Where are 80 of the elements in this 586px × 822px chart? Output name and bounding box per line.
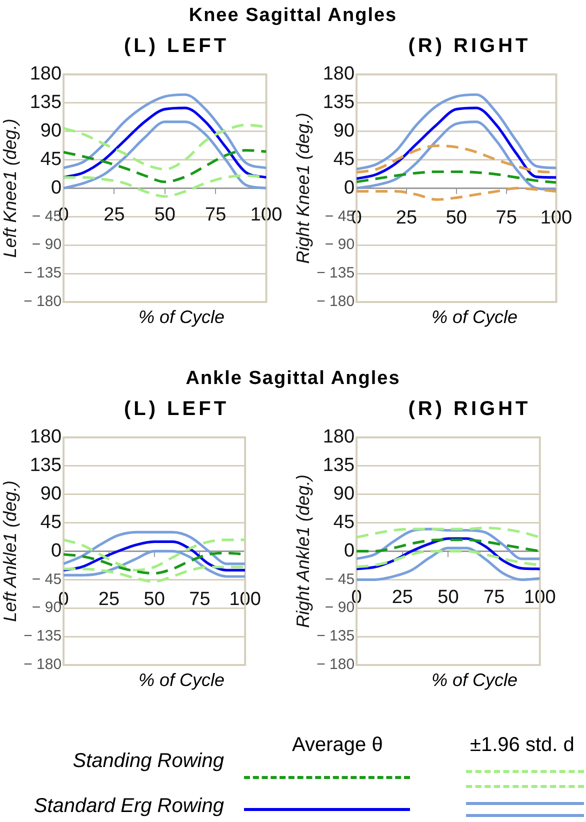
text: Average θ [292, 734, 383, 757]
x-tick-label: 75 [205, 204, 226, 226]
y-tick-label: − 135 [24, 628, 62, 645]
y-axis-title: Left Knee1 (deg.) [0, 118, 20, 258]
x-tick-label: 25 [392, 587, 413, 608]
y-tick-label: 180 [30, 426, 62, 448]
y-tick-label: − 135 [316, 628, 355, 645]
y-axis-title: Right Ankle1 (deg.) [292, 474, 313, 628]
x-axis-title: % of Cycle [431, 307, 518, 327]
x-tick-label: 25 [98, 588, 120, 610]
x-tick-label: 50 [154, 204, 176, 226]
y-tick-label: 90 [40, 484, 62, 505]
x-tick-label: 100 [250, 204, 282, 226]
y-axis-title: Right Knee1 (deg.) [292, 112, 313, 264]
line-series [356, 546, 540, 581]
y-tick-label: 90 [333, 120, 355, 142]
y-tick-label: − 45 [32, 570, 62, 588]
y-tick-label: − 45 [324, 570, 355, 588]
y-tick-label: 135 [322, 92, 355, 114]
y-tick-label: − 135 [316, 264, 355, 282]
text: Standard Erg Rowing [34, 795, 224, 818]
y-tick-label: 45 [40, 148, 62, 170]
text: ±1.96 std. d [470, 734, 574, 757]
x-tick-label: 75 [189, 588, 210, 610]
y-tick-label: 90 [333, 484, 355, 505]
line-series [356, 186, 556, 201]
line-series [356, 170, 556, 184]
y-tick-label: − 180 [316, 656, 355, 674]
x-tick-label: 50 [438, 587, 459, 608]
x-tick-label: 25 [104, 204, 125, 226]
y-tick-label: 180 [322, 64, 355, 85]
y-tick-label: 0 [50, 540, 62, 562]
chart-subtitle: (R) RIGHT [407, 398, 532, 422]
y-tick-label: 0 [344, 540, 355, 562]
y-tick-label: 0 [50, 177, 62, 198]
line-series [356, 93, 556, 171]
y-tick-label: − 180 [316, 293, 355, 310]
line-series [64, 566, 246, 583]
y-tick-label: 90 [40, 120, 62, 142]
text: Standing Rowing [72, 750, 224, 773]
y-tick-label: − 135 [24, 264, 62, 282]
x-tick-label: 100 [540, 208, 572, 229]
y-tick-label: 45 [333, 512, 355, 533]
y-tick-label: 135 [30, 92, 62, 114]
y-tick-label: − 90 [324, 236, 355, 254]
chart-subtitle: (L) LEFT [122, 35, 230, 59]
line-series [64, 93, 266, 170]
chart-subtitle: (L) LEFT [122, 398, 230, 422]
y-tick-label: − 90 [32, 236, 62, 254]
y-tick-label: 135 [322, 455, 355, 476]
y-tick-label: − 180 [24, 293, 62, 310]
x-tick-label: 100 [229, 588, 261, 610]
y-tick-label: 45 [333, 148, 355, 170]
x-tick-label: 50 [446, 208, 467, 229]
x-tick-label: 100 [524, 587, 556, 608]
y-tick-label: 0 [344, 177, 355, 198]
chart-title: Knee Sagittal Angles [188, 5, 398, 27]
x-axis-title: % of Cycle [431, 670, 518, 690]
y-tick-label: 180 [322, 426, 355, 448]
line-series [64, 148, 266, 184]
y-axis-title: Left Ankle1 (deg.) [0, 480, 20, 622]
y-tick-label: 135 [30, 455, 62, 476]
x-tick-label: 50 [144, 588, 165, 610]
x-tick-label: 75 [483, 587, 505, 608]
y-tick-label: 180 [30, 64, 62, 85]
x-axis-title: % of Cycle [138, 670, 225, 690]
line-series [64, 106, 266, 179]
x-tick-label: 75 [496, 208, 517, 229]
line-series [356, 538, 540, 552]
line-series [356, 120, 556, 191]
y-tick-label: 45 [40, 512, 62, 533]
text: Ankle Sagittal Angles [184, 368, 402, 390]
y-tick-label: − 180 [24, 656, 62, 674]
line-series [356, 106, 556, 180]
x-tick-label: 25 [396, 208, 418, 229]
chart-subtitle: (R) RIGHT [407, 35, 532, 59]
line-series [64, 530, 246, 566]
line-series [356, 526, 540, 539]
line-series [64, 120, 266, 190]
x-axis-title: % of Cycle [138, 307, 225, 327]
